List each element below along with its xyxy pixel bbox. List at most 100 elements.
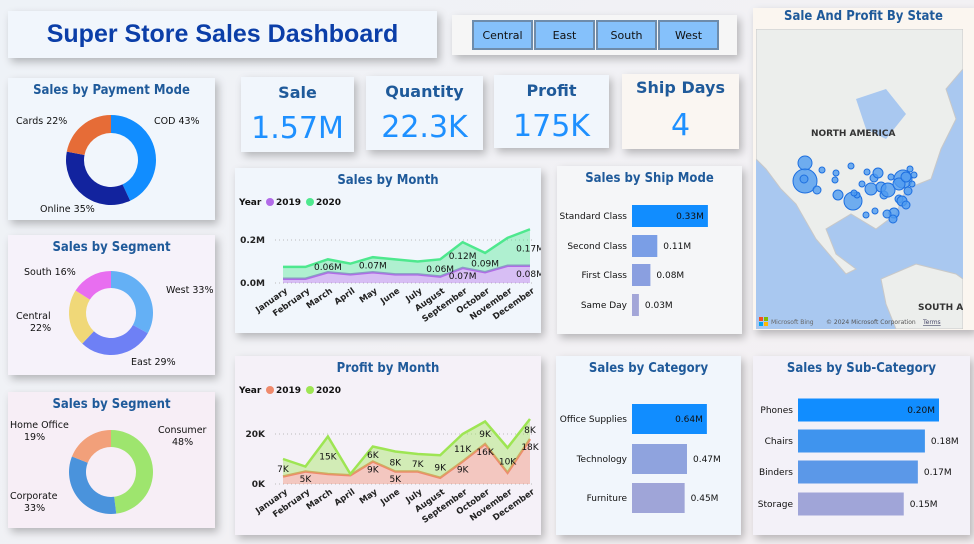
bar-standard-class[interactable]: [632, 205, 708, 227]
state-bubble[interactable]: [892, 177, 906, 191]
label-name: Corporate: [10, 491, 58, 502]
donut-slice-home-office[interactable]: [71, 430, 111, 463]
line-2020[interactable]: [283, 228, 531, 269]
bar-binders[interactable]: [798, 460, 918, 484]
slicer-east[interactable]: East: [534, 20, 595, 50]
line-2019[interactable]: [283, 264, 530, 280]
bar-chairs[interactable]: [798, 429, 925, 453]
label-value: 22%: [30, 323, 51, 334]
donut-slice-online[interactable]: [66, 151, 131, 205]
bar-office-supplies[interactable]: [632, 404, 707, 434]
data-label: 5K: [300, 475, 313, 485]
state-bubble[interactable]: [797, 155, 813, 171]
donut-label-consumer: Consumer 48%: [158, 425, 207, 448]
bar-second-class[interactable]: [632, 235, 658, 257]
legend-marker-2020[interactable]: [306, 198, 314, 206]
x-tick-june: June: [378, 487, 402, 508]
state-bubble[interactable]: [847, 162, 855, 170]
bar-same-day[interactable]: [632, 294, 639, 316]
map-label-south-america: SOUTH AM: [918, 303, 963, 313]
bar-phones[interactable]: [798, 398, 939, 422]
label-name: Consumer: [158, 425, 207, 436]
data-label: 0.08M: [516, 270, 541, 280]
map-land-hudson-bay: [856, 89, 906, 139]
dashboard-title-box: Super Store Sales Dashboard: [8, 11, 437, 58]
y-tick: 0.0M: [240, 279, 265, 289]
state-bubble[interactable]: [831, 176, 839, 184]
donut-label-home-office: Home Office 19%: [10, 420, 69, 443]
y-tick: 20K: [246, 430, 267, 440]
bar-value-label: 0.11M: [663, 242, 691, 252]
state-bubble[interactable]: [818, 166, 826, 174]
state-bubble[interactable]: [908, 180, 916, 188]
donut-label-cod: COD 43%: [154, 116, 200, 127]
legend-marker-2020[interactable]: [306, 386, 314, 394]
legend-label-2019[interactable]: 2019: [276, 198, 301, 208]
bar-value-label: 0.03M: [645, 301, 673, 311]
chart-title: Sales by Month: [337, 173, 439, 188]
legend-marker-2019[interactable]: [266, 386, 274, 394]
donut-slice-south[interactable]: [75, 271, 111, 300]
bar-first-class[interactable]: [632, 264, 651, 286]
state-bubble[interactable]: [910, 171, 918, 179]
state-bubble[interactable]: [903, 186, 913, 196]
state-bubble[interactable]: [901, 200, 911, 210]
kpi-quantity: Quantity 22.3K: [366, 76, 483, 150]
legend-label-2020[interactable]: 2020: [316, 386, 341, 396]
area-2019[interactable]: [283, 439, 530, 484]
state-bubble[interactable]: [799, 174, 809, 184]
state-bubble[interactable]: [906, 165, 914, 173]
legend-marker-2019[interactable]: [266, 198, 274, 206]
bar-category-standard-class: Standard Class: [560, 212, 628, 222]
state-bubble[interactable]: [882, 209, 892, 219]
map-land-south-america: [880, 263, 963, 329]
region-slicer: Central East South West: [452, 15, 737, 55]
donut-slice-cards[interactable]: [66, 115, 111, 155]
data-label: 11K: [454, 445, 472, 455]
donut-slice-east[interactable]: [82, 325, 148, 355]
legend-label-2019[interactable]: 2019: [276, 386, 301, 396]
donut-slice-cod[interactable]: [111, 115, 157, 201]
bar-storage[interactable]: [798, 492, 904, 516]
legend-label-2020[interactable]: 2020: [316, 198, 341, 208]
state-bubble[interactable]: [864, 182, 878, 196]
donut-label-east: East 29%: [131, 357, 176, 368]
kpi-value: 4: [670, 108, 691, 143]
map-terms-link[interactable]: Terms: [922, 319, 941, 326]
state-bubble[interactable]: [832, 169, 840, 177]
label-value: 48%: [172, 437, 193, 448]
donut-slice-consumer[interactable]: [111, 430, 153, 514]
state-bubble[interactable]: [832, 189, 844, 201]
state-bubble[interactable]: [871, 207, 879, 215]
donut-slice-corporate[interactable]: [69, 456, 117, 514]
bar-value-label: 0.15M: [910, 500, 938, 510]
bar-technology[interactable]: [632, 444, 687, 474]
state-bubble[interactable]: [850, 189, 858, 197]
slicer-central[interactable]: Central: [472, 20, 533, 50]
x-tick-june: June: [378, 286, 402, 307]
state-bubble[interactable]: [880, 182, 896, 198]
line-2019[interactable]: [282, 438, 532, 480]
line-2020[interactable]: [282, 418, 531, 477]
area-2020[interactable]: [283, 229, 530, 279]
state-bubble[interactable]: [900, 171, 912, 183]
state-bubble[interactable]: [887, 173, 895, 181]
area-2020[interactable]: [283, 419, 530, 478]
state-bubble[interactable]: [862, 211, 870, 219]
bar-category-second-class: Second Class: [567, 242, 627, 252]
bar-category-phones: Phones: [760, 406, 793, 416]
state-bubble[interactable]: [812, 185, 822, 195]
slicer-west[interactable]: West: [658, 20, 719, 50]
map-visual[interactable]: NORTH AMERICA SOUTH AM Microsoft Bing © …: [756, 29, 963, 329]
donut-slice-central[interactable]: [69, 290, 94, 344]
slicer-south[interactable]: South: [596, 20, 657, 50]
bar-furniture[interactable]: [632, 483, 685, 513]
state-bubble[interactable]: [872, 167, 884, 179]
donut-slice-west[interactable]: [111, 271, 154, 334]
state-bubble[interactable]: [858, 180, 866, 188]
data-label: 15K: [319, 452, 337, 462]
bar-value-label: 0.08M: [656, 271, 684, 281]
state-bubble[interactable]: [863, 168, 871, 176]
state-bubble[interactable]: [888, 214, 898, 224]
profit-by-month-chart: Profit by Month Year 2019 2020 0K 20K 7K 15K 6K 8…: [235, 356, 541, 535]
